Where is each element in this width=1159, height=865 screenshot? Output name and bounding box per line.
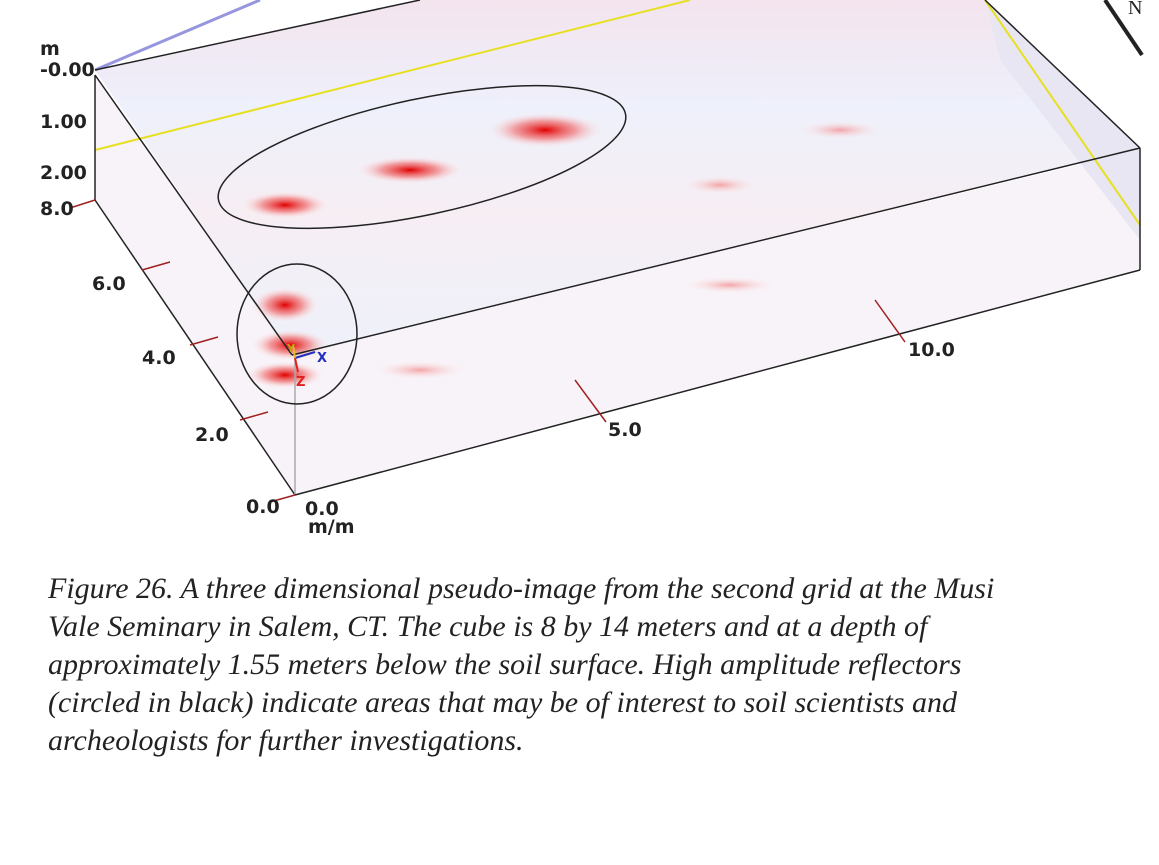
tick: [70, 200, 95, 208]
reflector: [370, 360, 470, 380]
caption-line: archeologists for further investigations…: [48, 724, 524, 758]
reflector: [355, 156, 465, 184]
axis-icon-label: Z: [296, 375, 305, 390]
caption-line: Vale Seminary in Salem, CT. The cube is …: [48, 610, 927, 644]
y-label: 2.0: [195, 424, 229, 446]
axis-icon-label: X: [317, 351, 327, 366]
reflector: [485, 112, 605, 148]
reflector: [240, 191, 330, 219]
depth-label: -0.00: [40, 59, 95, 81]
y-label: 0.0: [246, 496, 280, 518]
caption-line: Figure 26. A three dimensional pseudo-im…: [48, 572, 994, 606]
reflector: [795, 120, 885, 140]
x-label: 5.0: [608, 419, 642, 441]
y-label: 4.0: [142, 347, 176, 369]
page: m -0.00 1.00 2.00 8.0 6.0 4.0 2.0 0.0 0.…: [0, 0, 1159, 865]
axis-icon-label: Y: [286, 342, 296, 355]
north-label: N: [1128, 0, 1142, 19]
x-label: 10.0: [908, 339, 955, 361]
caption-line: (circled in black) indicate areas that m…: [48, 686, 957, 720]
reflector: [245, 361, 325, 389]
depth-label: 1.00: [40, 111, 87, 133]
x-unit: m/m: [308, 516, 355, 538]
caption-line: approximately 1.55 meters below the soil…: [48, 648, 961, 682]
y-label: 6.0: [92, 273, 126, 295]
reflector: [680, 175, 760, 195]
reflector: [250, 287, 320, 323]
gpr-figure: m -0.00 1.00 2.00 8.0 6.0 4.0 2.0 0.0 0.…: [0, 0, 1159, 560]
cube: [70, 0, 1142, 502]
depth-unit: m: [40, 38, 60, 60]
depth-label: 2.00: [40, 162, 87, 184]
y-label: 8.0: [40, 198, 74, 220]
reflector: [680, 276, 780, 294]
